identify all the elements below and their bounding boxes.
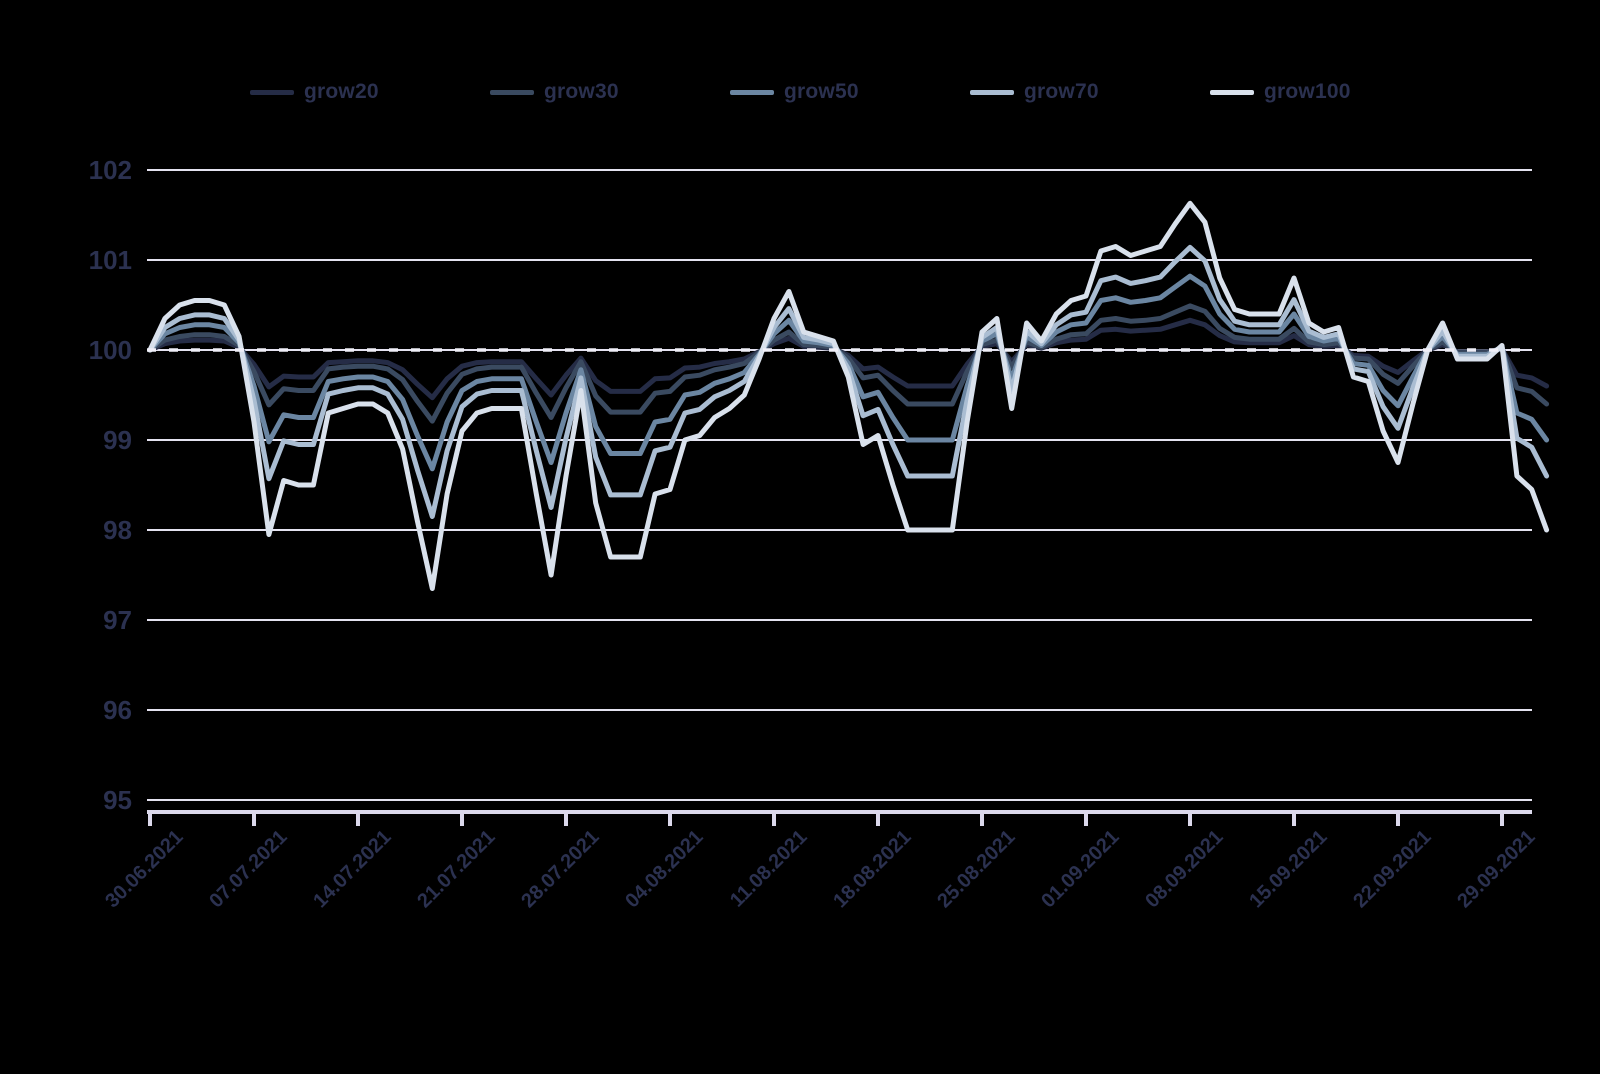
legend-label-grow50: grow50 [784,80,859,103]
legend-swatch-grow50 [730,89,774,95]
y-tick-label-96: 96 [103,695,132,725]
y-tick-label-102: 102 [89,155,132,185]
legend-swatch-grow70 [970,89,1014,95]
legend-swatch-grow20 [250,89,294,95]
legend-label-grow70: grow70 [1024,80,1099,103]
y-tick-label-95: 95 [103,785,132,815]
x-axis-labels: 30.06.2021 07.07.2021 14.07.2021 21.07.2021… [101,826,1539,912]
y-tick-label-98: 98 [103,515,132,545]
x-tick-label-11: 15.09.2021 [1245,826,1331,912]
y-tick-label-100: 100 [89,335,132,365]
x-axis [147,810,1532,826]
x-tick-label-13: 29.09.2021 [1453,826,1539,912]
x-tick-label-7: 18.08.2021 [829,826,915,912]
legend-label-grow20: grow20 [304,80,379,103]
legend-item-grow50: grow50 [730,80,859,104]
x-tick-label-3: 21.07.2021 [413,826,499,912]
x-tick-label-8: 25.08.2021 [933,826,1019,912]
x-tick-label-2: 14.07.2021 [309,826,395,912]
y-axis-labels: 102 101 100 99 98 97 96 95 [89,155,132,815]
x-tick-label-12: 22.09.2021 [1349,826,1435,912]
series-lines [147,200,1550,591]
y-tick-label-101: 101 [89,245,132,275]
x-tick-label-5: 04.08.2021 [621,826,707,912]
legend-item-grow30: grow30 [490,80,619,104]
legend-swatch-grow30 [490,89,534,95]
chart-legend: grow20 grow30 grow50 grow70 grow100 [0,80,1600,104]
x-tick-label-1: 07.07.2021 [205,826,291,912]
legend-label-grow100: grow100 [1264,80,1351,103]
legend-label-grow30: grow30 [544,80,619,103]
legend-swatch-grow100 [1210,89,1254,95]
x-tick-label-9: 01.09.2021 [1037,826,1123,912]
series-line-grow30 [147,303,1550,424]
y-tick-label-99: 99 [103,425,132,455]
series-line-grow50 [147,273,1550,472]
x-tick-label-6: 11.08.2021 [726,826,812,912]
series-line-grow70 [147,244,1550,519]
legend-item-grow70: grow70 [970,80,1099,104]
x-tick-label-4: 28.07.2021 [517,826,603,912]
legend-item-grow100: grow100 [1210,80,1351,104]
gridlines [147,169,1532,801]
x-tick-label-0: 30.06.2021 [101,826,187,912]
series-line-grow100 [147,200,1550,591]
y-tick-label-97: 97 [103,605,132,635]
legend-item-grow20: grow20 [250,80,379,104]
x-tick-label-10: 08.09.2021 [1141,826,1227,912]
